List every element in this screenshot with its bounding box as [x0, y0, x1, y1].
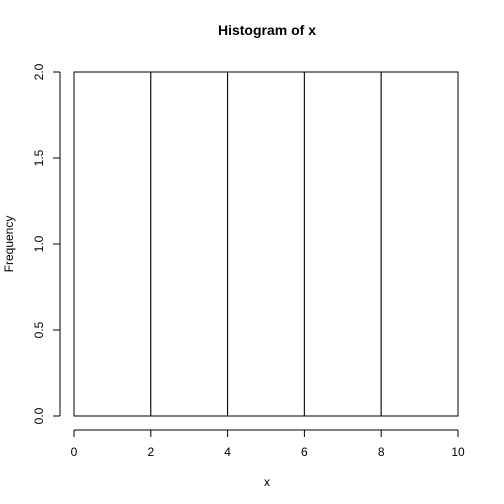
histogram-bar-3 [227, 71, 305, 417]
x-tick-label: 8 [378, 445, 385, 459]
histogram-bars [73, 71, 459, 417]
histogram-bar-5 [380, 71, 459, 417]
y-axis: 0.0 0.5 1.0 1.5 2.0 [32, 63, 61, 424]
y-tick-label: 1.5 [32, 149, 46, 166]
y-tick-label: 2.0 [32, 63, 46, 80]
x-tick-label: 10 [451, 445, 465, 459]
histogram-bar-4 [303, 71, 382, 417]
x-tick-label: 6 [301, 445, 308, 459]
y-axis-label: Frequency [2, 216, 16, 273]
histogram-bar-1 [73, 71, 152, 417]
x-tick-label: 0 [71, 445, 78, 459]
histogram-bar-2 [150, 71, 229, 417]
y-tick-label: 0.5 [32, 321, 46, 338]
y-tick-label: 0.0 [32, 407, 46, 424]
x-tick-label: 2 [147, 445, 154, 459]
x-axis: 0 2 4 6 8 10 [71, 429, 465, 459]
x-axis-label: x [264, 475, 270, 489]
x-tick-label: 4 [224, 445, 231, 459]
y-tick-label: 1.0 [32, 235, 46, 252]
chart-title: Histogram of x [218, 22, 316, 38]
